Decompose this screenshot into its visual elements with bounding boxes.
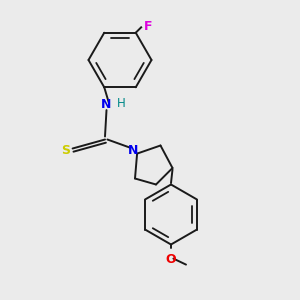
Text: S: S: [61, 143, 70, 157]
Text: H: H: [117, 97, 126, 110]
Text: N: N: [128, 143, 139, 157]
Text: O: O: [166, 253, 176, 266]
Text: F: F: [144, 20, 152, 33]
Text: N: N: [101, 98, 112, 112]
